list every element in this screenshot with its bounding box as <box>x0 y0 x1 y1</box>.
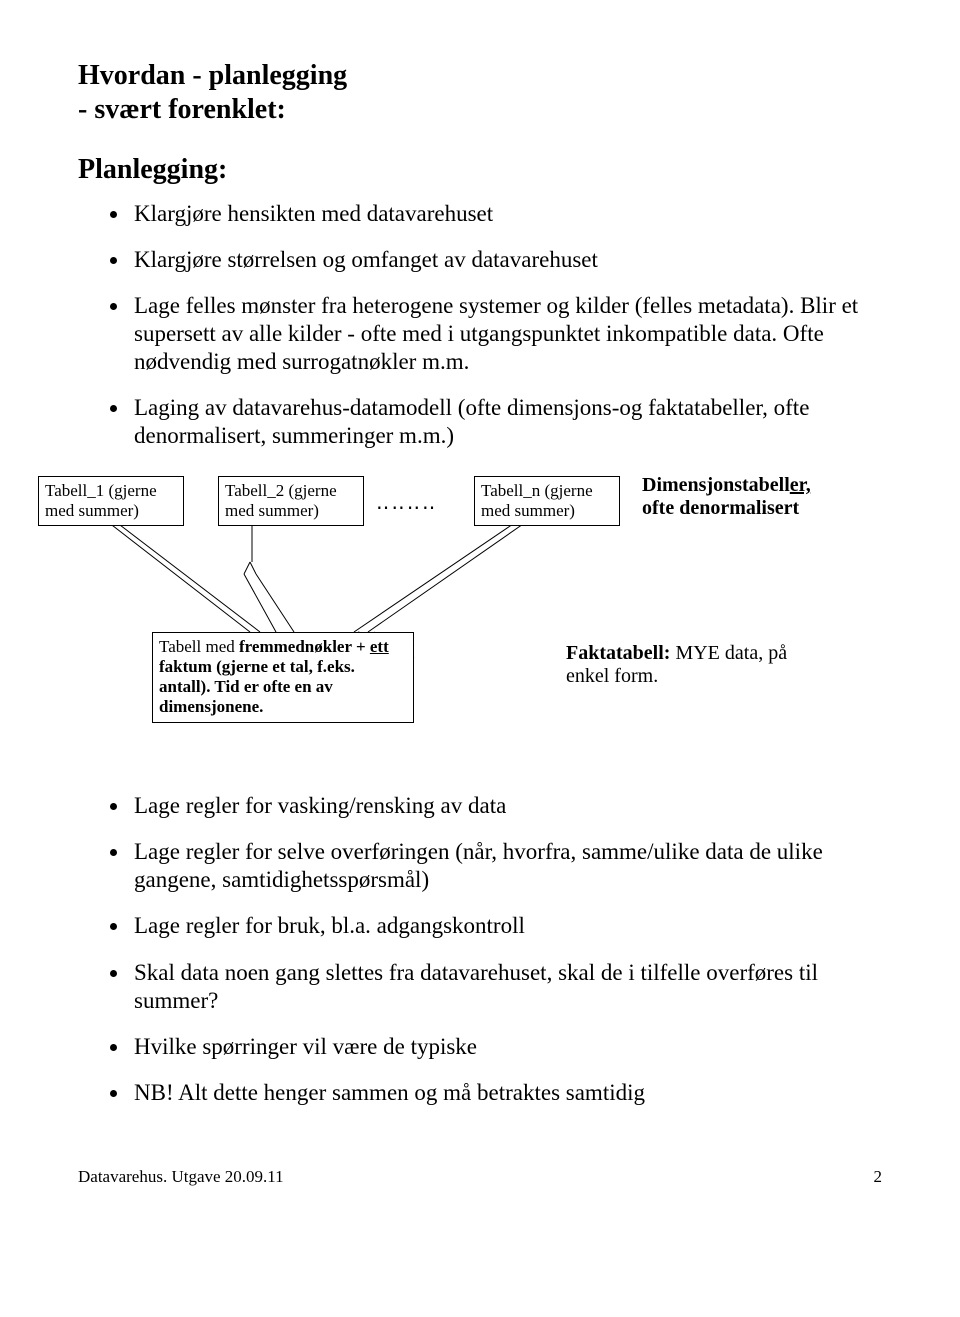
top-bullet-list: Klargjøre hensikten med datavarehuset Kl… <box>78 200 882 450</box>
page-title-line1: Hvordan - planlegging <box>78 60 882 92</box>
bullet-item: Lage regler for bruk, bl.a. adgangskontr… <box>130 912 882 940</box>
bullet-item: Laging av datavarehus-datamodell (ofte d… <box>130 394 882 450</box>
section-heading: Planlegging: <box>78 154 882 186</box>
footer-page-number: 2 <box>874 1167 883 1187</box>
page-title-line2: - svært forenklet: <box>78 94 882 126</box>
ellipsis-dots: ‥‥‥‥ <box>376 490 437 515</box>
fact-table-box: Tabell med fremmednøkler + ett faktum (g… <box>152 632 414 722</box>
fact-table-label: Faktatabell: MYE data, på enkel form. <box>566 642 787 688</box>
page-footer: Datavarehus. Utgave 20.09.11 2 <box>0 1167 960 1187</box>
bullet-item: Hvilke spørringer vil være de typiske <box>130 1033 882 1061</box>
bullet-item: Klargjøre størrelsen og omfanget av data… <box>130 246 882 274</box>
dimension-table-box-2: Tabell_2 (gjerne med summer) <box>218 476 364 526</box>
bullet-item: Klargjøre hensikten med datavarehuset <box>130 200 882 228</box>
bullet-item: NB! Alt dette henger sammen og må betrak… <box>130 1079 882 1107</box>
star-schema-diagram: Tabell_1 (gjerne med summer) Tabell_2 (g… <box>38 470 922 770</box>
bottom-bullet-list: Lage regler for vasking/rensking av data… <box>78 792 882 1106</box>
bullet-item: Lage regler for selve overføringen (når,… <box>130 838 882 894</box>
bullet-item: Lage felles mønster fra heterogene syste… <box>130 292 882 376</box>
dimension-tables-label: Dimensjonstabeller, ofte denormalisert <box>642 474 811 520</box>
bullet-item: Lage regler for vasking/rensking av data <box>130 792 882 820</box>
dimension-table-box-1: Tabell_1 (gjerne med summer) <box>38 476 184 526</box>
bullet-item: Skal data noen gang slettes fra datavare… <box>130 959 882 1015</box>
page-content: Hvordan - planlegging - svært forenklet:… <box>0 0 960 1167</box>
footer-left-text: Datavarehus. Utgave 20.09.11 <box>78 1167 284 1187</box>
dimension-table-box-n: Tabell_n (gjerne med summer) <box>474 476 620 526</box>
